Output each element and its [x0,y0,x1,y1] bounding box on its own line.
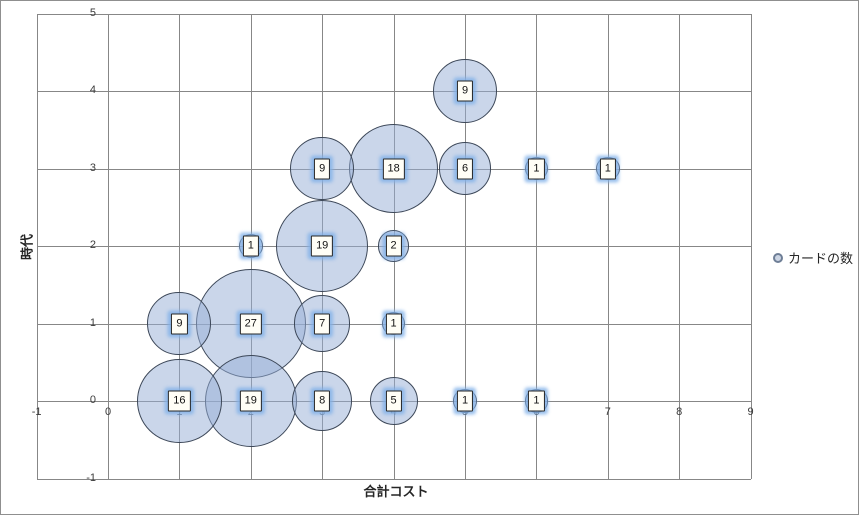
bubble-data-label: 16 [168,390,191,412]
y-tick-label: -1 [86,471,96,484]
x-tick-label: 7 [604,406,611,418]
y-tick-label: 5 [89,6,96,19]
x-axis-title: 合計コスト [363,484,429,499]
legend-bubble-icon [773,252,783,263]
gridline-vertical [679,13,681,479]
gridline-horizontal [36,478,751,480]
bubble-data-label: 7 [314,313,331,334]
bubble-data-label: 1 [385,313,402,334]
bubble-data-label: 8 [314,390,331,412]
legend: カードの数 [773,248,853,267]
x-tick-label: 0 [104,406,112,418]
y-axis-title: 時代 [19,233,35,261]
bubble-data-label: 1 [242,235,259,257]
bubble-data-label: 1 [599,158,616,179]
x-tick-label: 9 [747,406,754,418]
gridline-vertical [108,13,109,479]
bubble-data-label: 2 [385,235,402,257]
gridline-vertical [536,13,538,479]
y-tick-label: 2 [89,239,96,251]
gridline-vertical [607,13,609,479]
gridline-vertical [750,13,752,479]
bubble-data-label: 1 [528,158,545,179]
gridline-vertical [36,13,38,479]
bubble-data-label: 1 [456,390,474,412]
bubble-data-label: 9 [314,158,331,179]
bubble-data-label: 19 [311,235,334,257]
bubble-data-label: 6 [456,158,474,179]
gridline-vertical [465,13,466,479]
x-tick-label: -1 [31,406,42,418]
y-tick-label: 0 [89,394,96,406]
gridline-vertical [179,13,181,479]
y-tick-label: 4 [89,84,96,96]
bubble-data-label: 9 [171,313,188,334]
legend-label: カードの数 [788,251,854,266]
y-tick-label: 3 [89,161,96,174]
bubble-data-label: 27 [239,313,262,334]
bubble-data-label: 18 [382,158,405,179]
x-tick-label: 8 [676,406,683,418]
bubble-data-label: 19 [239,390,262,412]
bubble-data-label: 5 [385,390,402,412]
y-tick-label: 1 [89,316,96,329]
bubble-data-label: 1 [528,390,545,412]
bubble-data-label: 9 [456,80,474,102]
